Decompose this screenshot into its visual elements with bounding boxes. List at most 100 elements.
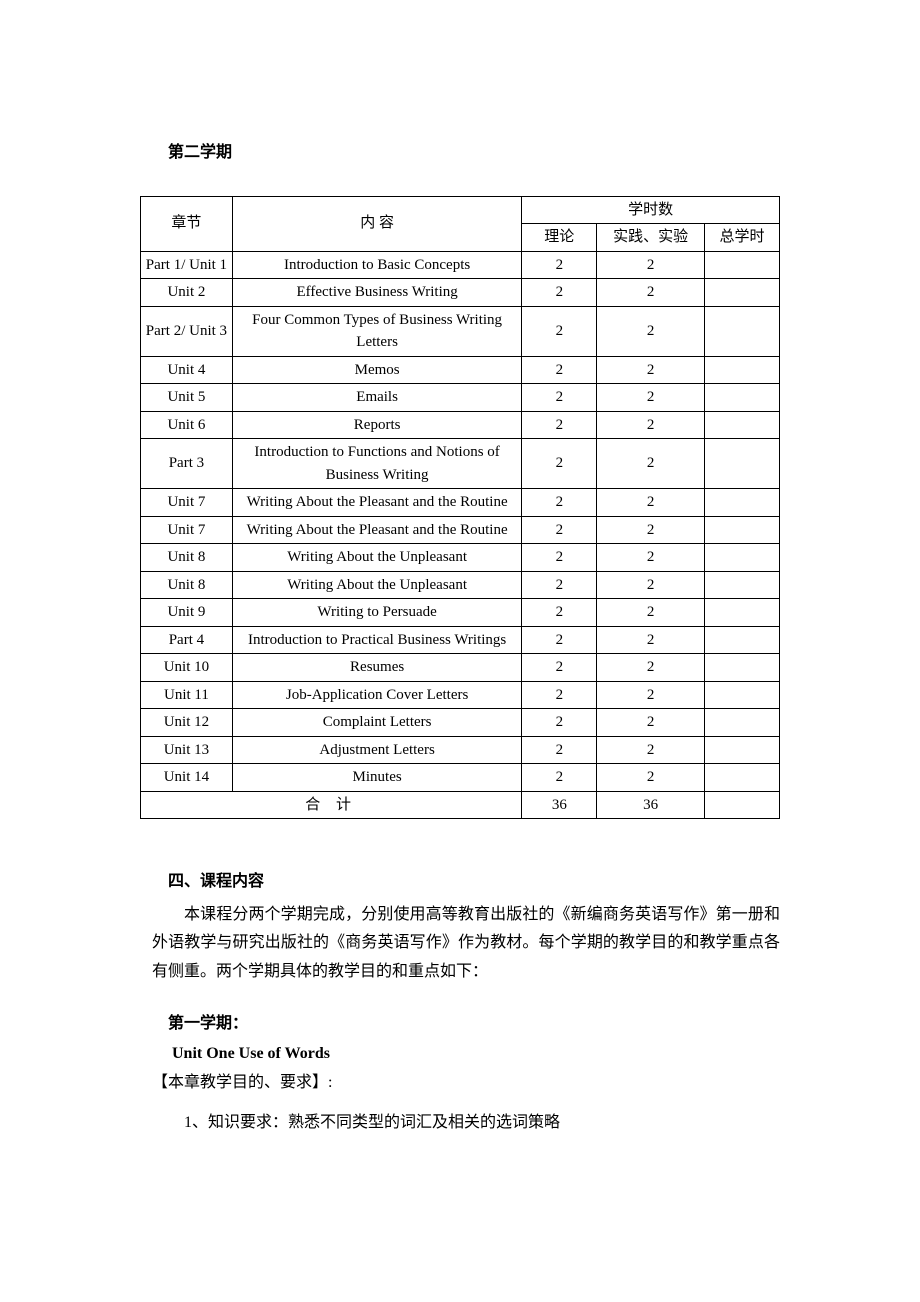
cell-chapter: Unit 12 [141, 709, 233, 737]
table-row: Unit 14Minutes22 [141, 764, 780, 792]
cell-total [705, 681, 780, 709]
cell-theory: 2 [522, 544, 597, 572]
cell-chapter: Unit 8 [141, 571, 233, 599]
th-hours-group: 学时数 [522, 196, 780, 224]
table-row: Unit 8Writing About the Unpleasant22 [141, 571, 780, 599]
cell-content: Four Common Types of Business WritingLet… [232, 306, 522, 356]
cell-practice: 2 [597, 439, 705, 489]
cell-total [705, 439, 780, 489]
table-row: Unit 8Writing About the Unpleasant22 [141, 544, 780, 572]
cell-theory: 2 [522, 764, 597, 792]
cell-content: Adjustment Letters [232, 736, 522, 764]
cell-total [705, 571, 780, 599]
table-total-row: 合 计3636 [141, 791, 780, 819]
table-row: Unit 10Resumes22 [141, 654, 780, 682]
cell-practice: 2 [597, 516, 705, 544]
cell-practice: 2 [597, 544, 705, 572]
cell-practice: 2 [597, 709, 705, 737]
cell-total [705, 279, 780, 307]
cell-total [705, 516, 780, 544]
table-row: Unit 13Adjustment Letters22 [141, 736, 780, 764]
cell-content: Writing to Persuade [232, 599, 522, 627]
cell-chapter: Unit 7 [141, 489, 233, 517]
th-content: 内 容 [232, 196, 522, 251]
cell-content: Memos [232, 356, 522, 384]
cell-theory: 2 [522, 384, 597, 412]
cell-content: Introduction to Functions and Notions of… [232, 439, 522, 489]
cell-total [705, 654, 780, 682]
cell-practice: 2 [597, 384, 705, 412]
total-practice: 36 [597, 791, 705, 819]
cell-total [705, 356, 780, 384]
table-row: Part 3Introduction to Functions and Noti… [141, 439, 780, 489]
cell-chapter: Unit 10 [141, 654, 233, 682]
table-row: Part 1/ Unit 1Introduction to Basic Conc… [141, 251, 780, 279]
semester1-label: 第一学期： [168, 1011, 780, 1037]
th-practice: 实践、实验 [597, 224, 705, 252]
cell-total [705, 626, 780, 654]
section4-heading: 四、课程内容 [168, 869, 780, 895]
cell-practice: 2 [597, 764, 705, 792]
cell-chapter: Unit 6 [141, 411, 233, 439]
cell-content: Writing About the Pleasant and the Routi… [232, 516, 522, 544]
table-row: Unit 5Emails22 [141, 384, 780, 412]
cell-practice: 2 [597, 489, 705, 517]
cell-chapter: Part 1/ Unit 1 [141, 251, 233, 279]
cell-practice: 2 [597, 599, 705, 627]
cell-content: Minutes [232, 764, 522, 792]
cell-theory: 2 [522, 736, 597, 764]
cell-total [705, 599, 780, 627]
cell-total [705, 251, 780, 279]
table-row: Unit 9Writing to Persuade22 [141, 599, 780, 627]
cell-practice: 2 [597, 411, 705, 439]
cell-theory: 2 [522, 626, 597, 654]
cell-theory: 2 [522, 356, 597, 384]
cell-practice: 2 [597, 681, 705, 709]
table-row: Unit 7Writing About the Pleasant and the… [141, 489, 780, 517]
cell-content: Complaint Letters [232, 709, 522, 737]
table-row: Part 4Introduction to Practical Business… [141, 626, 780, 654]
total-theory: 36 [522, 791, 597, 819]
table-row: Unit 4Memos22 [141, 356, 780, 384]
cell-total [705, 306, 780, 356]
cell-chapter: Unit 9 [141, 599, 233, 627]
cell-content: Introduction to Practical Business Writi… [232, 626, 522, 654]
bracket-line: 【本章教学目的、要求】: [152, 1070, 780, 1096]
hours-table: 章节 内 容 学时数 理论 实践、实验 总学时 Part 1/ Unit 1In… [140, 196, 780, 820]
cell-content: Resumes [232, 654, 522, 682]
cell-chapter: Unit 14 [141, 764, 233, 792]
cell-chapter: Unit 13 [141, 736, 233, 764]
cell-theory: 2 [522, 516, 597, 544]
cell-total [705, 544, 780, 572]
cell-total [705, 736, 780, 764]
cell-theory: 2 [522, 489, 597, 517]
cell-content: Writing About the Unpleasant [232, 571, 522, 599]
section4-paragraph: 本课程分两个学期完成，分别使用高等教育出版社的《新编商务英语写作》第一册和外语教… [152, 901, 780, 987]
cell-chapter: Unit 4 [141, 356, 233, 384]
th-theory: 理论 [522, 224, 597, 252]
cell-theory: 2 [522, 279, 597, 307]
cell-theory: 2 [522, 654, 597, 682]
cell-content: Writing About the Unpleasant [232, 544, 522, 572]
cell-chapter: Unit 8 [141, 544, 233, 572]
table-row: Unit 6Reports22 [141, 411, 780, 439]
cell-content: Writing About the Pleasant and the Routi… [232, 489, 522, 517]
cell-practice: 2 [597, 251, 705, 279]
cell-theory: 2 [522, 306, 597, 356]
cell-practice: 2 [597, 306, 705, 356]
cell-practice: 2 [597, 654, 705, 682]
cell-practice: 2 [597, 356, 705, 384]
table-row: Unit 7Writing About the Pleasant and the… [141, 516, 780, 544]
cell-theory: 2 [522, 709, 597, 737]
cell-chapter: Part 4 [141, 626, 233, 654]
cell-practice: 2 [597, 279, 705, 307]
cell-chapter: Unit 5 [141, 384, 233, 412]
cell-content: Reports [232, 411, 522, 439]
cell-theory: 2 [522, 251, 597, 279]
section-heading-semester: 第二学期 [168, 140, 780, 166]
table-row: Part 2/ Unit 3Four Common Types of Busin… [141, 306, 780, 356]
th-total: 总学时 [705, 224, 780, 252]
cell-total [705, 489, 780, 517]
cell-theory: 2 [522, 681, 597, 709]
cell-total [705, 709, 780, 737]
